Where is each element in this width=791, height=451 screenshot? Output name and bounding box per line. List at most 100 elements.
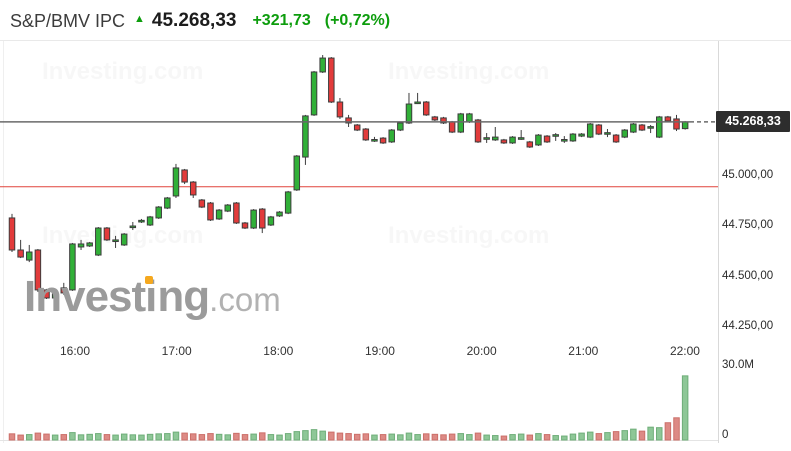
volume-bar[interactable]: [388, 433, 395, 441]
volume-bar[interactable]: [284, 433, 292, 441]
candle[interactable]: [630, 122, 637, 134]
candle[interactable]: [353, 123, 361, 132]
candle[interactable]: [77, 239, 85, 250]
volume-bar[interactable]: [155, 433, 162, 441]
volume-bar[interactable]: [673, 417, 680, 441]
candle[interactable]: [414, 92, 421, 105]
volume-bar[interactable]: [60, 434, 68, 441]
candle[interactable]: [8, 213, 16, 253]
volume-bar[interactable]: [336, 432, 344, 441]
candle[interactable]: [664, 115, 672, 122]
candle[interactable]: [638, 123, 646, 132]
candle[interactable]: [612, 134, 620, 143]
candle[interactable]: [86, 241, 93, 247]
volume-bar[interactable]: [302, 430, 309, 441]
candle[interactable]: [129, 221, 137, 231]
volume-bar[interactable]: [561, 435, 568, 441]
candle[interactable]: [138, 218, 145, 223]
candle[interactable]: [310, 70, 318, 116]
volume-bar[interactable]: [604, 432, 611, 441]
candle[interactable]: [457, 112, 465, 134]
volume-bar[interactable]: [103, 434, 111, 441]
volume-bar[interactable]: [233, 432, 240, 441]
volume-bar[interactable]: [146, 433, 154, 441]
volume-bar[interactable]: [215, 433, 223, 441]
candle[interactable]: [647, 124, 654, 134]
candle[interactable]: [34, 248, 42, 292]
candle[interactable]: [388, 129, 395, 143]
candle[interactable]: [198, 198, 206, 209]
candle[interactable]: [51, 292, 59, 300]
candle[interactable]: [189, 181, 197, 198]
candle[interactable]: [155, 206, 162, 219]
volume-bar[interactable]: [345, 433, 352, 441]
volume-bar[interactable]: [77, 434, 85, 441]
volume-bar[interactable]: [681, 375, 689, 441]
volume-bar[interactable]: [250, 433, 257, 441]
candle[interactable]: [535, 134, 542, 146]
candle[interactable]: [397, 121, 404, 132]
candle[interactable]: [586, 122, 594, 139]
volume-bar[interactable]: [448, 433, 456, 441]
candle[interactable]: [604, 129, 611, 138]
candle[interactable]: [448, 120, 456, 134]
volume-bar[interactable]: [569, 433, 577, 441]
volume-bar[interactable]: [8, 433, 16, 441]
volume-bar[interactable]: [440, 434, 447, 441]
candle[interactable]: [509, 136, 516, 144]
volume-bar[interactable]: [431, 433, 439, 441]
candle[interactable]: [561, 136, 568, 143]
volume-bar[interactable]: [86, 433, 93, 441]
volume-bar[interactable]: [492, 435, 499, 441]
candle[interactable]: [543, 135, 551, 143]
candle[interactable]: [319, 55, 326, 73]
candle[interactable]: [526, 140, 534, 148]
volume-bar[interactable]: [595, 433, 603, 441]
candle[interactable]: [552, 133, 559, 141]
volume-bar[interactable]: [500, 435, 508, 441]
volume-bar[interactable]: [397, 434, 404, 441]
volume-bar[interactable]: [138, 434, 145, 441]
volume-bar[interactable]: [543, 434, 551, 441]
volume-bar[interactable]: [353, 433, 361, 441]
candle[interactable]: [172, 163, 180, 198]
candle[interactable]: [120, 233, 128, 246]
volume-bar[interactable]: [51, 434, 59, 441]
candle[interactable]: [215, 209, 223, 220]
candle[interactable]: [379, 137, 387, 144]
volume-bar[interactable]: [474, 432, 482, 441]
volume-bar[interactable]: [112, 434, 119, 441]
candle[interactable]: [207, 202, 214, 221]
candle[interactable]: [569, 133, 577, 142]
volume-bar[interactable]: [664, 422, 672, 441]
candle[interactable]: [431, 115, 439, 121]
candle[interactable]: [362, 128, 370, 141]
candle[interactable]: [483, 133, 490, 143]
candle[interactable]: [492, 127, 499, 141]
volume-pane[interactable]: [0, 358, 718, 443]
volume-bar[interactable]: [17, 434, 24, 441]
candle[interactable]: [673, 114, 680, 132]
volume-bar[interactable]: [483, 434, 490, 441]
volume-bar[interactable]: [43, 433, 50, 441]
volume-bar[interactable]: [379, 434, 387, 441]
candle[interactable]: [233, 202, 240, 224]
volume-bar[interactable]: [310, 429, 318, 441]
volume-bar[interactable]: [509, 434, 516, 441]
candle[interactable]: [422, 101, 430, 116]
candle[interactable]: [267, 215, 275, 226]
volume-bar[interactable]: [457, 433, 465, 441]
candle[interactable]: [474, 118, 482, 143]
volume-bar[interactable]: [241, 434, 249, 441]
volume-bar[interactable]: [34, 432, 42, 441]
candle[interactable]: [43, 288, 50, 299]
volume-bar[interactable]: [164, 433, 171, 441]
volume-bar[interactable]: [207, 433, 214, 441]
candle[interactable]: [146, 215, 154, 226]
candle[interactable]: [17, 239, 24, 259]
candle[interactable]: [336, 97, 344, 119]
candle[interactable]: [95, 227, 102, 257]
volume-bar[interactable]: [371, 434, 378, 441]
volume-bar[interactable]: [293, 431, 301, 441]
volume-bar[interactable]: [656, 427, 663, 441]
